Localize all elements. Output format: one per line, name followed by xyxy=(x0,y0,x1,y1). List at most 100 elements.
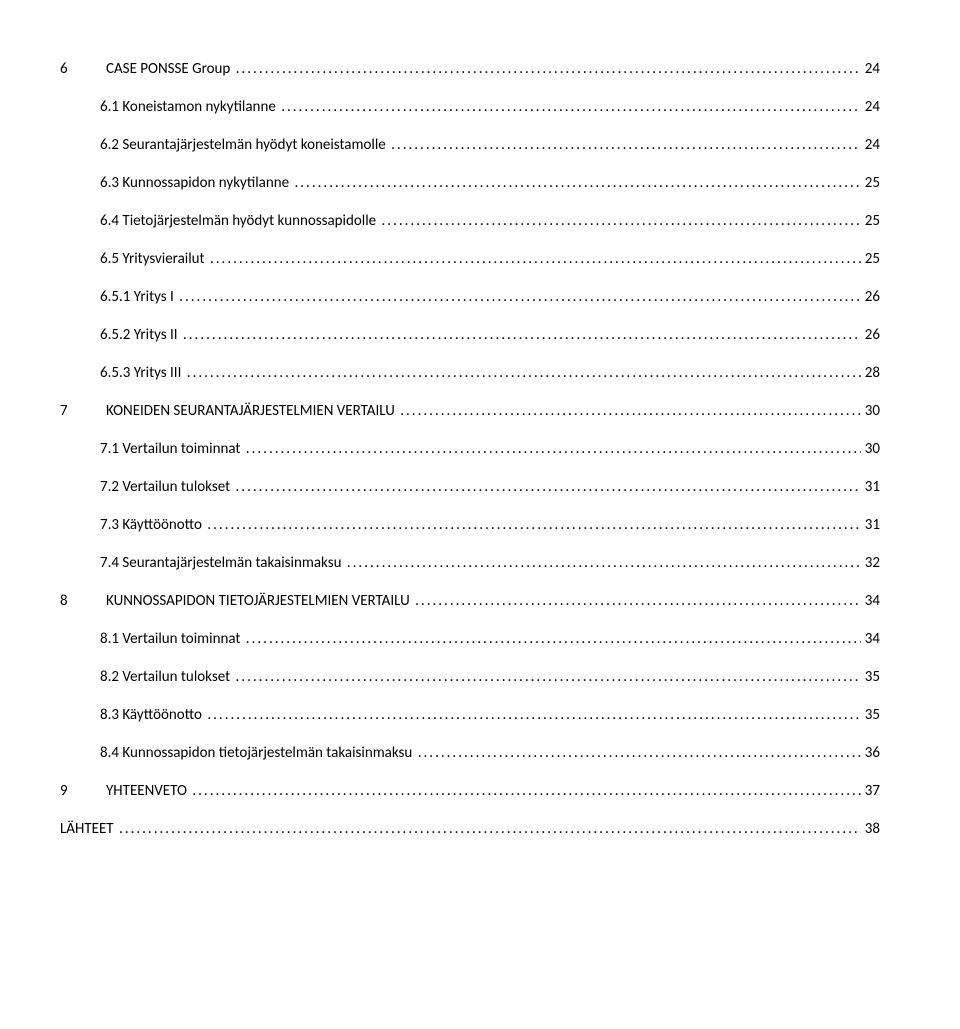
toc-leader-dots xyxy=(416,744,862,762)
toc-entry-number: 8.1 xyxy=(100,630,119,648)
toc-entry-number: 6.2 xyxy=(100,136,119,154)
toc-entry-page: 34 xyxy=(861,630,880,648)
toc-entry: 6.1 Koneistamon nykytilanne 24 xyxy=(60,98,880,116)
toc-entry-number: 9 xyxy=(60,782,106,800)
toc-entry: 9YHTEENVETO 37 xyxy=(60,782,880,800)
toc-entry-number: 8.3 xyxy=(100,706,119,724)
toc-leader-dots xyxy=(117,820,861,838)
toc-entry-page: 28 xyxy=(861,364,880,382)
toc-entry-page: 31 xyxy=(861,516,880,534)
toc-entry-number: 7.1 xyxy=(100,440,119,458)
toc-entry-page: 24 xyxy=(861,98,880,116)
toc-entry: 6.5.1 Yritys I 26 xyxy=(60,288,880,306)
toc-entry-number: 6.3 xyxy=(100,174,119,192)
toc-entry-number: 7 xyxy=(60,402,106,420)
toc-entry-number: 6 xyxy=(60,60,106,78)
toc-entry: 6.5.2 Yritys II 26 xyxy=(60,326,880,344)
toc-entry-title: Seurantajärjestelmän hyödyt koneistamoll… xyxy=(119,136,389,154)
toc-entry-title: Kunnossapidon tietojärjestelmän takaisin… xyxy=(119,744,416,762)
toc-entry-page: 25 xyxy=(861,212,880,230)
toc-entry-page: 31 xyxy=(861,478,880,496)
toc-entry-page: 26 xyxy=(861,326,880,344)
toc-entry: 7.3 Käyttöönotto 31 xyxy=(60,516,880,534)
toc-entry-title: YHTEENVETO xyxy=(106,782,190,800)
toc-leader-dots xyxy=(205,706,861,724)
toc-leader-dots xyxy=(345,554,862,572)
toc-entry: 6.2 Seurantajärjestelmän hyödyt koneista… xyxy=(60,136,880,154)
toc-entry-page: 37 xyxy=(861,782,880,800)
toc-entry: 6.4 Tietojärjestelmän hyödyt kunnossapid… xyxy=(60,212,880,230)
toc-entry: 8.3 Käyttöönotto 35 xyxy=(60,706,880,724)
toc-entry-number: 6.4 xyxy=(100,212,119,230)
toc-leader-dots xyxy=(181,326,861,344)
toc-leader-dots xyxy=(413,592,861,610)
toc-entry-number: 6.5.1 xyxy=(100,288,130,306)
toc-entry-number: 7.3 xyxy=(100,516,119,534)
toc-leader-dots xyxy=(177,288,861,306)
toc-leader-dots xyxy=(244,440,862,458)
toc-entry-page: 34 xyxy=(861,592,880,610)
toc-entry-page: 35 xyxy=(861,668,880,686)
toc-leader-dots xyxy=(244,630,862,648)
toc-entry-title: Kunnossapidon nykytilanne xyxy=(119,174,292,192)
toc-entry-title: Yritys III xyxy=(130,364,184,382)
toc-leader-dots xyxy=(208,250,861,268)
toc-leader-dots xyxy=(279,98,861,116)
toc-entry-title: Yritys II xyxy=(130,326,181,344)
toc-entry: 8KUNNOSSAPIDON TIETOJÄRJESTELMIEN VERTAI… xyxy=(60,592,880,610)
toc-entry-title: Seurantajärjestelmän takaisinmaksu xyxy=(119,554,345,572)
toc-entry-title: Vertailun tulokset xyxy=(119,668,234,686)
toc-entry-page: 36 xyxy=(861,744,880,762)
toc-entry-title: Vertailun toiminnat xyxy=(119,630,244,648)
toc-entry: 6.5 Yritysvierailut 25 xyxy=(60,250,880,268)
toc-entry-title: Yritys I xyxy=(130,288,177,306)
toc-entry-page: 32 xyxy=(861,554,880,572)
toc-entry-title: Käyttöönotto xyxy=(119,706,205,724)
toc-entry-page: 25 xyxy=(861,174,880,192)
toc-leader-dots xyxy=(234,478,862,496)
toc-entry-page: 25 xyxy=(861,250,880,268)
toc-entry-page: 38 xyxy=(861,820,880,838)
toc-entry: 8.2 Vertailun tulokset 35 xyxy=(60,668,880,686)
toc-entry-page: 35 xyxy=(861,706,880,724)
toc-entry-page: 26 xyxy=(861,288,880,306)
toc-entry-title: LÄHTEET xyxy=(60,820,117,838)
toc-entry-number: 7.4 xyxy=(100,554,119,572)
toc-entry-number: 8.4 xyxy=(100,744,119,762)
toc-entry: 8.1 Vertailun toiminnat 34 xyxy=(60,630,880,648)
toc-entry-title: Tietojärjestelmän hyödyt kunnossapidolle xyxy=(119,212,380,230)
toc-entry: 7.4 Seurantajärjestelmän takaisinmaksu 3… xyxy=(60,554,880,572)
toc-entry: 6.3 Kunnossapidon nykytilanne 25 xyxy=(60,174,880,192)
toc-entry-title: Koneistamon nykytilanne xyxy=(119,98,279,116)
toc-entry: LÄHTEET 38 xyxy=(60,820,880,838)
toc-entry-page: 30 xyxy=(861,402,880,420)
toc-leader-dots xyxy=(185,364,862,382)
toc-entry-page: 24 xyxy=(861,136,880,154)
toc-entry-title: KONEIDEN SEURANTAJÄRJESTELMIEN VERTAILU xyxy=(106,402,398,420)
toc-entry-title: Yritysvierailut xyxy=(119,250,208,268)
toc-entry: 6.5.3 Yritys III 28 xyxy=(60,364,880,382)
toc-entry-number: 6.5.2 xyxy=(100,326,130,344)
toc-entry-page: 30 xyxy=(861,440,880,458)
toc-entry-number: 7.2 xyxy=(100,478,119,496)
toc-leader-dots xyxy=(234,668,862,686)
toc-leader-dots xyxy=(398,402,861,420)
toc-entry-title: Vertailun toiminnat xyxy=(119,440,244,458)
toc-entry: 7KONEIDEN SEURANTAJÄRJESTELMIEN VERTAILU… xyxy=(60,402,880,420)
toc-leader-dots xyxy=(190,782,861,800)
toc-leader-dots xyxy=(292,174,861,192)
toc-entry-number: 6.5.3 xyxy=(100,364,130,382)
toc-entry: 8.4 Kunnossapidon tietojärjestelmän taka… xyxy=(60,744,880,762)
toc-entry-title: Käyttöönotto xyxy=(119,516,205,534)
toc-entry-number: 8 xyxy=(60,592,106,610)
toc-leader-dots xyxy=(205,516,861,534)
toc-entry-number: 8.2 xyxy=(100,668,119,686)
toc-entry-number: 6.5 xyxy=(100,250,119,268)
toc-entry-title: Vertailun tulokset xyxy=(119,478,234,496)
toc-entry-title: KUNNOSSAPIDON TIETOJÄRJESTELMIEN VERTAIL… xyxy=(106,592,413,610)
toc-leader-dots xyxy=(380,212,862,230)
toc-entry-number: 6.1 xyxy=(100,98,119,116)
toc-entry-page: 24 xyxy=(861,60,880,78)
toc-entry-title: CASE PONSSE Group xyxy=(106,60,234,78)
toc-entry: 7.2 Vertailun tulokset 31 xyxy=(60,478,880,496)
